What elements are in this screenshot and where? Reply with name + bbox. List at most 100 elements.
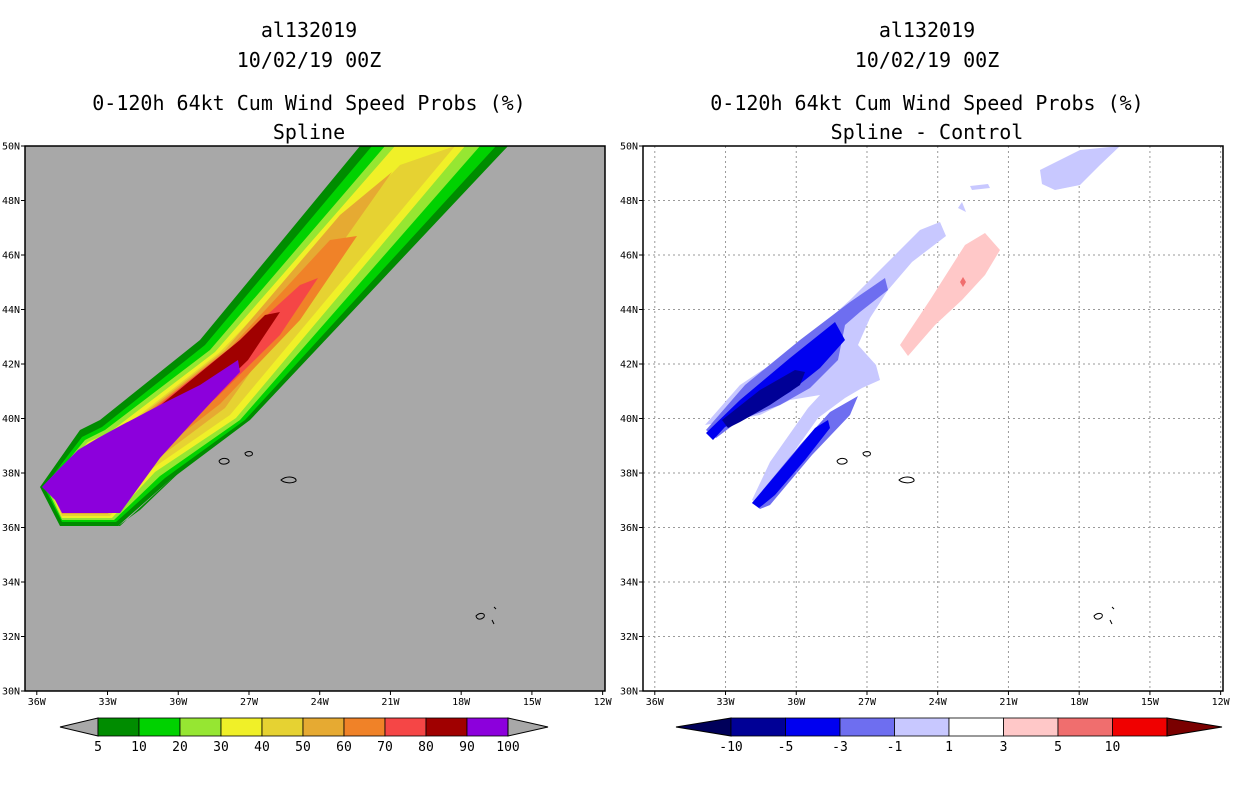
left-date: 10/02/19 00Z (237, 48, 382, 72)
y-tick-label: 46N (620, 251, 638, 262)
left-colorbar-arrow-high (507, 717, 549, 737)
right-colorbar-label: 10 (1105, 740, 1121, 755)
left-island-a (218, 458, 230, 465)
y-tick-label: 50N (620, 142, 638, 153)
right-colorbar-label: -3 (832, 740, 848, 755)
x-tick-label: 33W (716, 697, 735, 708)
left-colorbar-swatch (261, 717, 304, 737)
prob-band-90 (42, 360, 240, 513)
left-colorbar: 5 10 20 30 40 50 60 70 80 90 100 (59, 717, 549, 755)
y-tick-label: 48N (620, 196, 638, 207)
y-tick-label: 34N (620, 578, 638, 589)
right-y-axis-ticks: 30N 32N 34N 36N 38N 40N 42N 44N 46N 48N 50N (620, 142, 643, 698)
left-colorbar-label: 20 (172, 740, 188, 755)
left-colorbar-label: 5 (94, 740, 102, 755)
left-panel: al132019 10/02/19 00Z 0-120h 64kt Cum Wi… (2, 18, 613, 755)
x-tick-label: 30W (787, 697, 806, 708)
right-subtitle: Spline - Control (831, 120, 1024, 144)
left-colorbar-label: 50 (295, 740, 311, 755)
right-island-d (1093, 613, 1103, 620)
left-coastlines (218, 451, 497, 625)
left-colorbar-swatch (138, 717, 181, 737)
x-tick-label: 18W (1070, 697, 1089, 708)
right-colorbar-swatch (839, 717, 895, 737)
right-date: 10/02/19 00Z (855, 48, 1000, 72)
left-storm-id: al132019 (261, 18, 357, 42)
right-difference-contours (705, 146, 1120, 509)
left-x-axis-ticks: 36W 33W 30W 27W 24W 21W 18W 15W 12W (28, 691, 613, 708)
left-colorbar-label: 80 (418, 740, 434, 755)
x-tick-label: 36W (646, 697, 665, 708)
left-island-e (491, 606, 497, 625)
right-storm-id: al132019 (879, 18, 975, 42)
right-colorbar-label: 5 (1054, 740, 1062, 755)
right-island-c (898, 476, 915, 484)
diff-neg1-band-top (1040, 146, 1120, 190)
right-title: 0-120h 64kt Cum Wind Speed Probs (%) (710, 91, 1143, 115)
left-probability-contours (40, 146, 508, 526)
left-colorbar-arrow-low (59, 717, 99, 737)
left-colorbar-swatch (466, 717, 509, 737)
right-colorbar-swatch (894, 717, 950, 737)
x-tick-label: 21W (999, 697, 1018, 708)
x-tick-label: 12W (1212, 697, 1231, 708)
left-colorbar-label: 60 (336, 740, 352, 755)
left-island-c (280, 476, 297, 484)
y-tick-label: 36N (620, 523, 638, 534)
y-tick-label: 40N (620, 414, 638, 425)
y-tick-label: 32N (2, 632, 20, 643)
right-x-axis-ticks: 36W 33W 30W 27W 24W 21W 18W 15W 12W (646, 691, 1231, 708)
left-colorbar-swatch (97, 717, 140, 737)
left-colorbar-label: 10 (131, 740, 147, 755)
right-colorbar-arrow-high (1166, 717, 1223, 737)
right-colorbar-swatch (948, 717, 1004, 737)
left-title: 0-120h 64kt Cum Wind Speed Probs (%) (92, 91, 525, 115)
right-colorbar-label: -1 (887, 740, 903, 755)
right-island-a (836, 458, 848, 465)
right-panel: al132019 10/02/19 00Z 0-120h 64kt Cum Wi… (620, 18, 1231, 755)
left-subtitle: Spline (273, 120, 345, 144)
y-tick-label: 50N (2, 142, 20, 153)
right-colorbar-label: 3 (1000, 740, 1008, 755)
left-colorbar-label: 90 (459, 740, 475, 755)
y-tick-label: 44N (620, 305, 638, 316)
y-tick-label: 42N (620, 360, 638, 371)
y-tick-label: 38N (2, 469, 20, 480)
left-colorbar-label: 40 (254, 740, 270, 755)
left-colorbar-label: 30 (213, 740, 229, 755)
left-island-d (475, 613, 485, 620)
left-colorbar-swatch (343, 717, 386, 737)
diff-neg1-speck-b (958, 202, 966, 212)
y-tick-label: 36N (2, 523, 20, 534)
right-colorbar-swatch (730, 717, 786, 737)
diff-neg10-core (722, 370, 805, 428)
y-tick-label: 34N (2, 578, 20, 589)
left-colorbar-swatch (425, 717, 468, 737)
right-island-e (1109, 606, 1115, 625)
right-coastlines (836, 451, 1115, 625)
diff-pos1-band (900, 233, 1000, 356)
y-tick-label: 46N (2, 251, 20, 262)
y-tick-label: 38N (620, 469, 638, 480)
x-tick-label: 24W (311, 697, 330, 708)
right-colorbar-label: -5 (778, 740, 794, 755)
x-tick-label: 21W (381, 697, 400, 708)
diff-neg1-speck-a (970, 184, 990, 190)
x-tick-label: 33W (98, 697, 117, 708)
y-tick-label: 30N (2, 687, 20, 698)
left-colorbar-label: 70 (377, 740, 393, 755)
right-colorbar-swatch (1057, 717, 1113, 737)
x-tick-label: 18W (452, 697, 471, 708)
diff-neg5-lower (752, 420, 830, 508)
right-colorbar-swatch (1112, 717, 1168, 737)
left-colorbar-label: 100 (496, 740, 519, 755)
y-tick-label: 42N (2, 360, 20, 371)
right-colorbar-arrow-low (675, 717, 732, 737)
left-y-axis-ticks: 30N 32N 34N 36N 38N 40N 42N 44N 46N 48N 50N (2, 142, 25, 698)
right-island-b (862, 451, 871, 457)
x-tick-label: 12W (594, 697, 613, 708)
right-colorbar-swatch (785, 717, 841, 737)
y-tick-label: 32N (620, 632, 638, 643)
